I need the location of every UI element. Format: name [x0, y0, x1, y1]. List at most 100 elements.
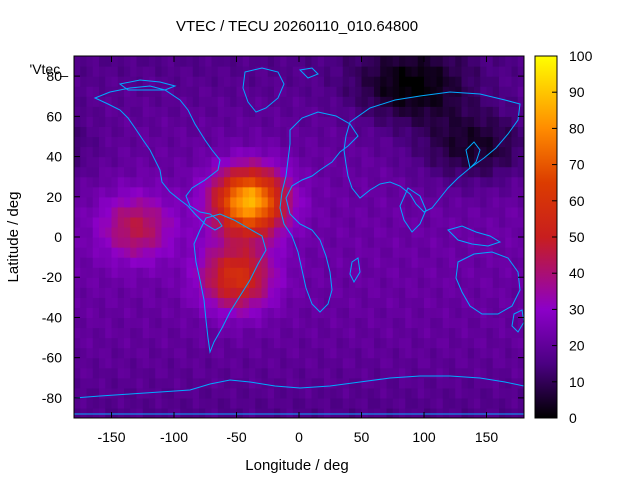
heatmap-cell — [405, 76, 413, 87]
heatmap-cell — [105, 407, 113, 418]
heatmap-cell — [449, 377, 456, 389]
heatmap-cell — [149, 387, 156, 399]
heatmap-cell — [74, 66, 81, 77]
heatmap-cell — [117, 116, 125, 127]
heatmap-cell — [249, 247, 256, 258]
heatmap-cell — [242, 357, 250, 369]
heatmap-cell — [142, 347, 150, 359]
heatmap-cell — [380, 337, 388, 349]
heatmap-cell — [149, 116, 156, 127]
heatmap-cell — [255, 387, 263, 399]
heatmap-cell — [180, 377, 188, 389]
heatmap-cell — [330, 307, 338, 319]
heatmap-cell — [424, 327, 431, 339]
heatmap-cell — [361, 307, 369, 319]
heatmap-cell — [499, 257, 506, 268]
heatmap-cell — [361, 377, 369, 389]
heatmap-cell — [92, 56, 100, 67]
heatmap-cell — [280, 186, 288, 198]
heatmap-cell — [130, 287, 138, 298]
heatmap-cell — [405, 247, 413, 258]
heatmap-cell — [361, 186, 369, 198]
heatmap-cell — [374, 96, 381, 107]
heatmap-cell — [511, 387, 519, 399]
heatmap-cell — [461, 307, 469, 319]
heatmap-cell — [249, 287, 256, 298]
heatmap-cell — [480, 166, 488, 178]
heatmap-cell — [324, 237, 331, 248]
heatmap-cell — [280, 307, 288, 319]
heatmap-cell — [111, 357, 119, 369]
heatmap-cell — [211, 277, 219, 288]
heatmap-cell — [417, 237, 425, 248]
heatmap-cell — [455, 397, 463, 409]
heatmap-cell — [461, 126, 469, 138]
heatmap-cell — [405, 287, 413, 298]
heatmap-cell — [455, 317, 463, 329]
heatmap-cell — [211, 327, 219, 339]
heatmap-cell — [305, 367, 313, 379]
heatmap-cell — [492, 357, 500, 369]
heatmap-cell — [380, 287, 388, 298]
heatmap-cell — [505, 357, 513, 369]
heatmap-cell — [311, 297, 319, 308]
heatmap-cell — [517, 377, 524, 389]
heatmap-cell — [99, 76, 106, 87]
heatmap-cell — [242, 116, 250, 127]
heatmap-cell — [186, 377, 194, 389]
heatmap-cell — [111, 76, 119, 87]
heatmap-cell — [280, 116, 288, 127]
heatmap-cell — [324, 347, 331, 359]
heatmap-cell — [405, 377, 413, 389]
heatmap-cell — [224, 347, 231, 359]
heatmap-cell — [330, 237, 338, 248]
heatmap-cell — [105, 96, 113, 107]
heatmap-cell — [149, 377, 156, 389]
heatmap-cell — [274, 397, 281, 409]
heatmap-cell — [242, 397, 250, 409]
heatmap-cell — [74, 247, 81, 258]
heatmap-cell — [317, 387, 325, 399]
heatmap-cell — [499, 76, 506, 87]
heatmap-cell — [430, 357, 438, 369]
heatmap-cell — [342, 86, 350, 97]
heatmap-cell — [199, 317, 206, 329]
heatmap-cell — [292, 116, 300, 127]
heatmap-cell — [192, 397, 200, 409]
heatmap-cell — [211, 347, 219, 359]
heatmap-cell — [392, 337, 400, 349]
heatmap-cell — [405, 387, 413, 399]
heatmap-cell — [174, 307, 181, 319]
heatmap-cell — [267, 387, 275, 399]
heatmap-cell — [217, 136, 225, 148]
heatmap-cell — [486, 176, 494, 188]
heatmap-cell — [136, 226, 144, 238]
heatmap-cell — [467, 56, 475, 67]
heatmap-cell — [436, 407, 444, 418]
heatmap-cell — [405, 116, 413, 127]
heatmap-cell — [449, 337, 456, 349]
heatmap-cell — [442, 206, 450, 218]
heatmap-cell — [292, 287, 300, 298]
heatmap-cell — [436, 146, 444, 158]
heatmap-cell — [142, 156, 150, 168]
heatmap-cell — [261, 337, 269, 349]
heatmap-cell — [124, 247, 131, 258]
heatmap-cell — [461, 206, 469, 218]
heatmap-cell — [461, 397, 469, 409]
heatmap-cell — [211, 297, 219, 308]
heatmap-cell — [411, 347, 419, 359]
heatmap-cell — [136, 297, 144, 308]
heatmap-cell — [499, 56, 506, 67]
heatmap-cell — [305, 176, 313, 188]
heatmap-cell — [80, 76, 88, 87]
heatmap-cell — [442, 116, 450, 127]
heatmap-cell — [211, 66, 219, 77]
heatmap-cell — [224, 367, 231, 379]
colorbar-tick-label: 60 — [569, 193, 585, 209]
heatmap-cell — [205, 96, 213, 107]
heatmap-cell — [174, 327, 181, 339]
heatmap-cell — [511, 367, 519, 379]
heatmap-cell — [455, 106, 463, 117]
